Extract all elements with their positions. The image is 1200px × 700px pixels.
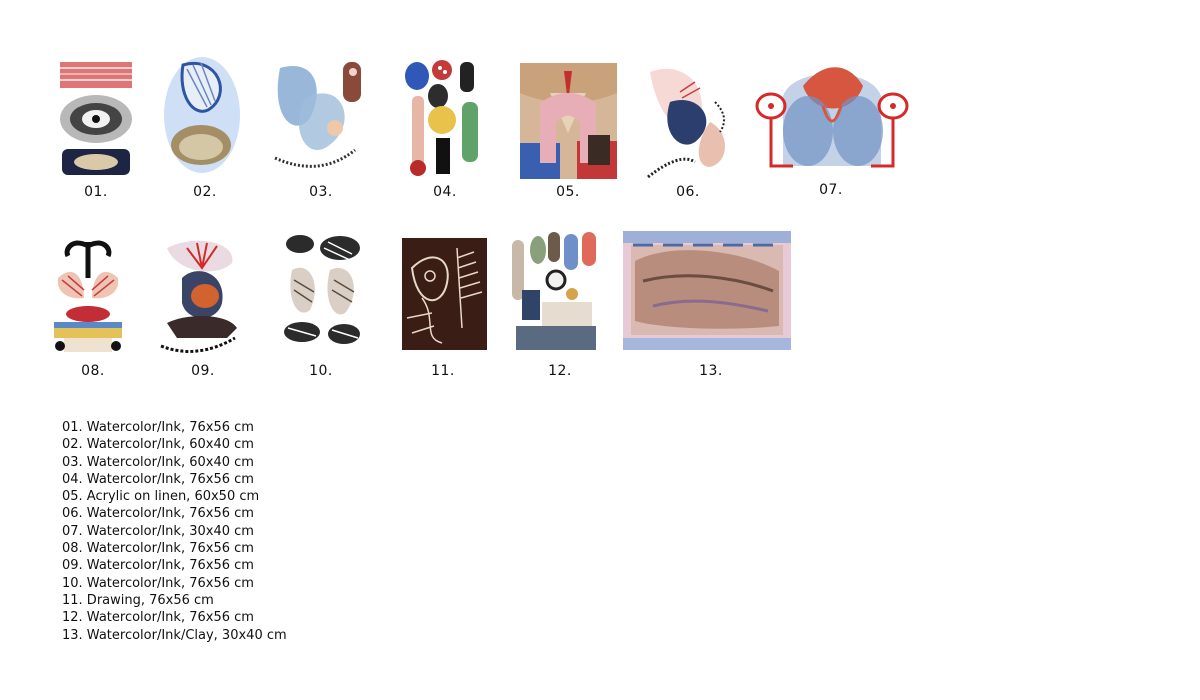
artwork-06-image[interactable] xyxy=(640,62,735,180)
caption-item: 12. Watercolor/Ink, 76x56 cm xyxy=(62,610,254,626)
artwork-08-label: 08. xyxy=(81,363,105,379)
artwork-05-image[interactable] xyxy=(520,63,617,179)
caption-item: 07. Watercolor/Ink, 30x40 cm xyxy=(62,523,254,539)
caption-item: 10. Watercolor/Ink, 76x56 cm xyxy=(62,575,254,591)
artwork-06-label: 06. xyxy=(676,184,700,200)
artwork-04-image[interactable] xyxy=(400,58,490,178)
artwork-04-label: 04. xyxy=(433,184,457,200)
caption-item: 09. Watercolor/Ink, 76x56 cm xyxy=(62,558,254,574)
caption-item: 03. Watercolor/Ink, 60x40 cm xyxy=(62,454,254,470)
artwork-13-image[interactable] xyxy=(623,231,791,350)
artwork-10-label: 10. xyxy=(309,363,333,379)
artwork-11-image[interactable] xyxy=(402,238,487,350)
caption-item: 13. Watercolor/Ink/Clay, 30x40 cm xyxy=(62,627,287,643)
artwork-02-image[interactable] xyxy=(163,55,241,175)
artwork-09-image[interactable] xyxy=(157,238,242,354)
caption-item: 04. Watercolor/Ink, 76x56 cm xyxy=(62,471,254,487)
artwork-11-label: 11. xyxy=(431,363,455,379)
artwork-12-label: 12. xyxy=(548,363,572,379)
caption-item: 05. Acrylic on linen, 60x50 cm xyxy=(62,489,260,505)
artwork-03-image[interactable] xyxy=(265,58,375,180)
artwork-01-image[interactable] xyxy=(58,62,134,177)
artwork-05-label: 05. xyxy=(556,184,580,200)
artwork-07-image[interactable] xyxy=(753,66,911,178)
caption-item: 08. Watercolor/Ink, 76x56 cm xyxy=(62,541,254,557)
artwork-07-label: 07. xyxy=(819,182,843,198)
caption-item: 06. Watercolor/Ink, 76x56 cm xyxy=(62,506,254,522)
caption-item: 02. Watercolor/Ink, 60x40 cm xyxy=(62,437,254,453)
artwork-02-label: 02. xyxy=(193,184,217,200)
artwork-12-image[interactable] xyxy=(512,230,600,352)
caption-list: 01. Watercolor/Ink, 76x56 cm 02. Waterco… xyxy=(62,419,287,644)
artwork-13-label: 13. xyxy=(699,363,723,379)
caption-item: 01. Watercolor/Ink, 76x56 cm xyxy=(62,420,254,435)
caption-item: 11. Drawing, 76x56 cm xyxy=(62,592,214,608)
artwork-01-label: 01. xyxy=(84,184,108,200)
artwork-09-label: 09. xyxy=(191,363,215,379)
artwork-08-image[interactable] xyxy=(54,238,122,354)
artwork-10-image[interactable] xyxy=(280,230,365,352)
artwork-03-label: 03. xyxy=(309,184,333,200)
